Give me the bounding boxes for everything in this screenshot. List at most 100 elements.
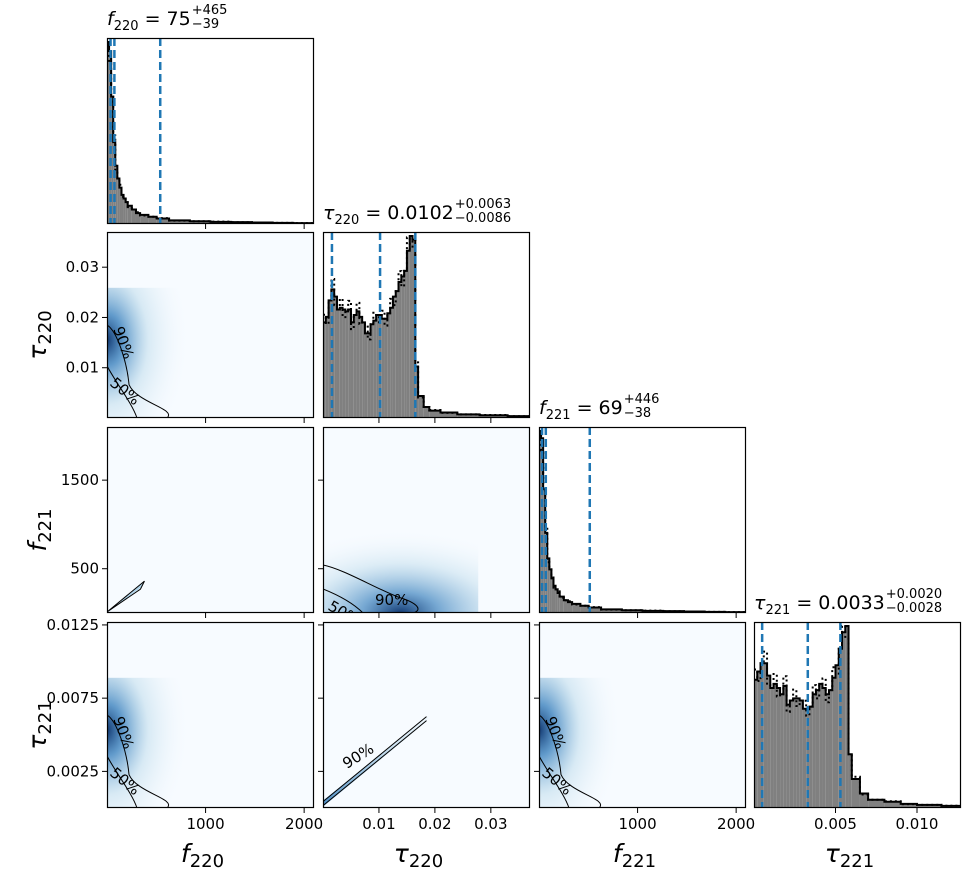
hist-bar <box>348 309 351 418</box>
y-tick-label: 500 <box>70 560 99 578</box>
hist-bar <box>457 414 480 418</box>
hist-bar <box>381 318 385 418</box>
hist-bar <box>916 804 942 808</box>
hist-outline <box>539 430 746 613</box>
hist-bar <box>479 415 508 418</box>
hist-bar <box>353 315 357 418</box>
panel-frame <box>322 426 531 614</box>
histogram-bars <box>539 430 746 613</box>
hist-dotted-outline <box>107 41 314 224</box>
contour-90 <box>107 714 170 808</box>
hist-bar <box>563 600 568 613</box>
hist-bar <box>423 406 430 418</box>
x-axis-label-tau220: τ220 <box>394 839 443 872</box>
contour-50 <box>107 755 138 808</box>
x-tick-label: 2000 <box>285 815 323 833</box>
hist-bar <box>580 605 589 613</box>
hist-bar <box>621 610 643 613</box>
hist-bar <box>169 220 190 224</box>
hist-bar <box>783 685 787 808</box>
hist-bar <box>342 309 346 418</box>
x-tick-label: 0.03 <box>474 815 507 833</box>
density-panel-tau220-vs-f220: 90%50% 0.01 0.02 0.03 <box>66 231 315 423</box>
panel-frame <box>106 426 315 614</box>
x-tick-label: 0.005 <box>814 815 857 833</box>
hist-bar <box>819 683 823 808</box>
hist-bar <box>119 187 122 224</box>
panel-title-upper-error: +0.0063 <box>455 197 511 212</box>
panel-frame <box>106 37 315 225</box>
hist-bar <box>822 688 826 808</box>
hist-bar <box>815 690 820 808</box>
hist-bar <box>884 801 901 808</box>
hist-bar <box>387 313 391 418</box>
hist-bar <box>323 322 326 418</box>
density-blob <box>539 677 622 808</box>
hist-bar <box>123 198 126 224</box>
panel-frame <box>106 231 315 419</box>
hist-bar <box>802 708 807 808</box>
hist-bar <box>370 324 374 418</box>
hist-outline <box>107 41 314 224</box>
hist-bar <box>359 316 363 418</box>
y-tick-label: 0.03 <box>66 258 99 276</box>
hist-bar <box>549 569 552 613</box>
y-axis-label-f221: f221 <box>23 508 56 551</box>
density-panel-f221-vs-f220: 500 1500 <box>61 426 315 618</box>
x-axis-label-f221: f221 <box>613 839 656 872</box>
panel-title-lower-error: −39 <box>192 17 219 32</box>
panel-frame <box>538 426 747 614</box>
contour-50 <box>539 755 570 808</box>
x-tick-label: 0.01 <box>362 815 395 833</box>
hist-bar <box>757 671 761 808</box>
hist-dotted-outline <box>539 430 746 613</box>
hist-bar <box>793 698 797 808</box>
x-tick-label: 1000 <box>186 815 224 833</box>
panel-frame <box>106 621 315 809</box>
hist-bar <box>851 779 860 808</box>
contour-90 <box>107 580 145 613</box>
hist-bar <box>392 296 396 418</box>
hist-bar <box>553 585 556 613</box>
x-tick-label: 0.02 <box>418 815 451 833</box>
hist-bar <box>364 333 368 418</box>
density-panel-tau221-vs-f220: 90%50% 1000 2000 0.0025 0.0075 0.0125 <box>47 616 324 833</box>
hist-bar <box>367 333 371 418</box>
hist-bar <box>189 221 211 224</box>
y-axis-label-tau220: τ220 <box>23 310 56 359</box>
hist-panel-f221: f221 = 69 +446−38 <box>538 392 747 618</box>
hist-bar <box>812 694 816 808</box>
panel-title-upper-error: +0.0020 <box>886 587 942 602</box>
hist-bar <box>773 683 777 808</box>
hist-bar <box>770 688 774 808</box>
hist-bar <box>401 276 405 418</box>
hist-bar <box>559 596 564 613</box>
hist-bar <box>409 236 413 418</box>
y-tick-label: 0.0025 <box>47 762 100 780</box>
hist-bar <box>398 281 402 418</box>
hist-dotted-outline <box>754 625 961 807</box>
panel-frame <box>322 231 531 419</box>
y-tick-label: 1500 <box>61 471 99 489</box>
panel-title-tau221: τ221 = 0.0033 <box>754 592 885 618</box>
panel-title-upper-error: +446 <box>624 392 660 407</box>
hist-bar <box>121 194 124 224</box>
hist-bar <box>543 489 546 613</box>
hist-bar <box>828 690 833 808</box>
hist-bar <box>900 803 917 808</box>
panel-title-lower-error: −38 <box>624 406 651 421</box>
density-map: 90%50% <box>539 677 622 808</box>
density-blob <box>107 287 190 418</box>
hist-panel-f220: f220 = 75 +465−39 <box>106 3 315 229</box>
hist-bar <box>339 307 343 418</box>
hist-bar <box>111 96 114 224</box>
hist-bar <box>767 675 771 808</box>
hist-bar <box>140 214 149 224</box>
hist-bar <box>754 679 758 808</box>
hist-bar <box>390 307 393 418</box>
hist-bar <box>555 589 558 613</box>
hist-bar <box>404 270 407 418</box>
density-panel-tau221-vs-f221: 90%50% 1000 2000 <box>534 621 755 833</box>
histogram-bars <box>754 625 961 808</box>
hist-bar <box>415 366 419 418</box>
